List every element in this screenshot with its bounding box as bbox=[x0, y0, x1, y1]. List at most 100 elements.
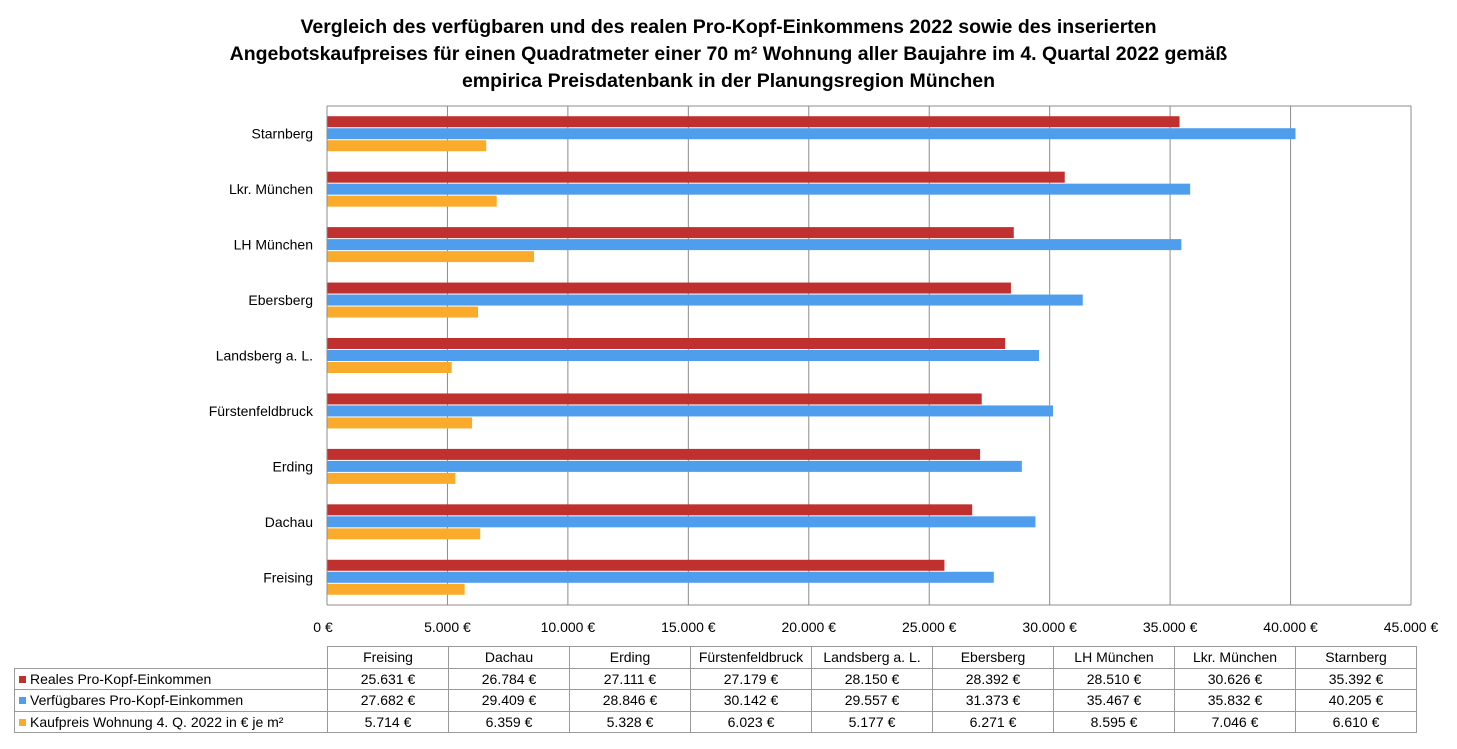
x-tick-label: 25.000 € bbox=[902, 619, 957, 635]
bar-landsberg-a-l-series-3 bbox=[327, 362, 452, 373]
bar-starnberg-series-2 bbox=[327, 128, 1296, 140]
table-cell: 6.023 € bbox=[690, 710, 812, 733]
chart-title-line-2: Angebotskaufpreises für einen Quadratmet… bbox=[229, 43, 1228, 65]
table-header-row: Freising Dachau Erding Fürstenfeldbruck Land… bbox=[14, 646, 1417, 669]
table-cell: 25.631 € bbox=[327, 667, 449, 690]
table-cell: 6.610 € bbox=[1295, 710, 1417, 733]
legend-series-name: Kaufpreis Wohnung 4. Q. 2022 in € je m² bbox=[30, 713, 284, 730]
x-tick-label: 0 € bbox=[313, 619, 333, 635]
table-row: Reales Pro-Kopf-Einkommen 25.631 €26.784 … bbox=[14, 667, 1417, 690]
x-tick-label: 10.000 € bbox=[541, 619, 596, 635]
table-column-header-erding: Erding bbox=[569, 646, 691, 669]
bar-lkr-muenchen-series-2 bbox=[327, 183, 1191, 195]
table-cell: 27.179 € bbox=[690, 667, 812, 690]
bar-lkr-muenchen-series-3 bbox=[327, 195, 497, 207]
data-table: Freising Dachau Erding Fürstenfeldbruck Land… bbox=[14, 646, 1417, 733]
y-tick-label-erding: Erding bbox=[273, 458, 313, 474]
table-cell: 5.714 € bbox=[327, 710, 449, 733]
table-cell: 35.392 € bbox=[1295, 667, 1417, 690]
y-tick-label-lh-muenchen: LH München bbox=[234, 237, 313, 253]
table-cell: 28.846 € bbox=[569, 689, 691, 712]
legend-entry: Kaufpreis Wohnung 4. Q. 2022 in € je m² bbox=[14, 710, 328, 733]
y-tick-label-landsberg-a-l: Landsberg a. L. bbox=[216, 348, 313, 364]
bar-starnberg-series-3 bbox=[327, 140, 487, 152]
table-cell: 28.150 € bbox=[811, 667, 933, 690]
x-tick-label: 30.000 € bbox=[1022, 619, 1077, 635]
table-column-header-fuerstenfeldbruck: Fürstenfeldbruck bbox=[690, 646, 812, 669]
table-cell: 5.328 € bbox=[569, 710, 691, 733]
bar-dachau-series-1 bbox=[327, 504, 973, 516]
x-tick-label: 15.000 € bbox=[661, 619, 716, 635]
legend-series-name: Verfügbares Pro-Kopf-Einkommen bbox=[30, 692, 244, 709]
table-cell: 5.177 € bbox=[811, 710, 933, 733]
bar-dachau-series-3 bbox=[327, 528, 481, 540]
bar-fuerstenfeldbruck-series-3 bbox=[327, 417, 473, 429]
table-cell: 30.626 € bbox=[1174, 667, 1296, 690]
table-column-header-ebersberg: Ebersberg bbox=[932, 646, 1054, 669]
bar-erding-series-1 bbox=[327, 448, 981, 460]
table-cell: 29.557 € bbox=[811, 689, 933, 712]
x-tick-label: 35.000 € bbox=[1143, 619, 1198, 635]
bar-lh-muenchen-series-2 bbox=[327, 239, 1182, 251]
bar-erding-series-3 bbox=[327, 472, 456, 484]
chart-title-line-1: Vergleich des verfügbaren und des realen… bbox=[300, 16, 1157, 38]
chart-title: Vergleich des verfügbaren und des realen… bbox=[0, 14, 1457, 95]
table-cell: 30.142 € bbox=[690, 689, 812, 712]
bar-erding-series-2 bbox=[327, 460, 1022, 472]
legend-color-key bbox=[19, 675, 26, 683]
legend-series-name: Reales Pro-Kopf-Einkommen bbox=[30, 670, 212, 687]
table-cell: 26.784 € bbox=[448, 667, 570, 690]
bar-lh-muenchen-series-1 bbox=[327, 227, 1014, 239]
table-corner bbox=[14, 646, 328, 669]
bar-lkr-muenchen-series-1 bbox=[327, 171, 1065, 183]
bar-fuerstenfeldbruck-series-1 bbox=[327, 393, 982, 405]
table-row: Kaufpreis Wohnung 4. Q. 2022 in € je m² 5… bbox=[14, 710, 1417, 733]
bar-landsberg-a-l-series-2 bbox=[327, 350, 1039, 361]
x-tick-label: 5.000 € bbox=[424, 619, 471, 635]
table-column-header-dachau: Dachau bbox=[448, 646, 570, 669]
table-column-header-lh-muenchen: LH München bbox=[1053, 646, 1175, 669]
table-cell: 27.682 € bbox=[327, 689, 449, 712]
bar-freising-series-1 bbox=[327, 559, 945, 571]
table-row: Verfügbares Pro-Kopf-Einkommen 27.682 €29… bbox=[14, 689, 1417, 712]
bar-landsberg-a-l-series-1 bbox=[327, 338, 1006, 349]
table-cell: 35.467 € bbox=[1053, 689, 1175, 712]
legend-color-key bbox=[19, 697, 26, 705]
table-cell: 40.205 € bbox=[1295, 689, 1417, 712]
bar-lh-muenchen-series-3 bbox=[327, 251, 535, 263]
bar-ebersberg-series-3 bbox=[327, 306, 479, 318]
legend-color-key bbox=[19, 718, 26, 726]
legend-entry: Reales Pro-Kopf-Einkommen bbox=[14, 667, 328, 690]
table-cell: 8.595 € bbox=[1053, 710, 1175, 733]
table-column-header-starnberg: Starnberg bbox=[1295, 646, 1417, 669]
x-tick-label: 45.000 € bbox=[1384, 619, 1439, 635]
y-tick-label-ebersberg: Ebersberg bbox=[248, 292, 313, 308]
table-cell: 6.359 € bbox=[448, 710, 570, 733]
y-tick-label-dachau: Dachau bbox=[265, 514, 313, 530]
x-tick-label: 40.000 € bbox=[1263, 619, 1318, 635]
bar-ebersberg-series-2 bbox=[327, 294, 1083, 306]
bar-ebersberg-series-1 bbox=[327, 282, 1011, 294]
bar-fuerstenfeldbruck-series-2 bbox=[327, 405, 1054, 417]
table-column-header-landsberg-a-l: Landsberg a. L. bbox=[811, 646, 933, 669]
bar-dachau-series-2 bbox=[327, 516, 1036, 528]
legend-entry: Verfügbares Pro-Kopf-Einkommen bbox=[14, 689, 328, 712]
y-tick-label-starnberg: Starnberg bbox=[252, 126, 313, 142]
y-tick-label-freising: Freising bbox=[263, 569, 313, 585]
table-cell: 35.832 € bbox=[1174, 689, 1296, 712]
x-tick-label: 20.000 € bbox=[782, 619, 837, 635]
table-cell: 31.373 € bbox=[932, 689, 1054, 712]
table-cell: 6.271 € bbox=[932, 710, 1054, 733]
bar-starnberg-series-1 bbox=[327, 116, 1180, 128]
y-tick-label-lkr-muenchen: Lkr. München bbox=[229, 181, 313, 197]
table-column-header-lkr-muenchen: Lkr. München bbox=[1174, 646, 1296, 669]
table-cell: 7.046 € bbox=[1174, 710, 1296, 733]
table-cell: 28.392 € bbox=[932, 667, 1054, 690]
bar-freising-series-2 bbox=[327, 571, 994, 583]
table-column-header-freising: Freising bbox=[327, 646, 449, 669]
table-cell: 29.409 € bbox=[448, 689, 570, 712]
table-cell: 27.111 € bbox=[569, 667, 691, 690]
table-cell: 28.510 € bbox=[1053, 667, 1175, 690]
chart-plot: Freising Dachau Erding Fürstenfeldbruck Land… bbox=[209, 105, 1439, 635]
y-tick-label-fuerstenfeldbruck: Fürstenfeldbruck bbox=[209, 403, 314, 419]
